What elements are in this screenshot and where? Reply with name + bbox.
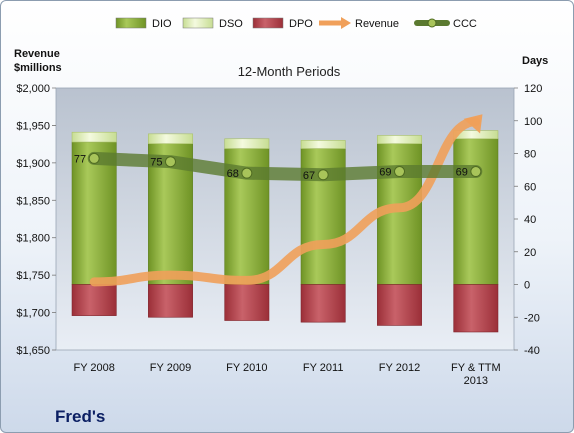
- right-axis: -40 -20 0 20 40 60 80 100 120: [514, 83, 542, 357]
- x-tick-label: 2013: [464, 375, 488, 387]
- right-tick-label: 100: [524, 116, 542, 128]
- dpo-bar: [224, 284, 270, 321]
- x-tick-label: FY 2010: [226, 362, 267, 374]
- dso-bar: [148, 133, 193, 144]
- x-tick-label: FY 2008: [73, 362, 114, 374]
- dpo-bar: [377, 284, 422, 326]
- revenue-series: [89, 114, 483, 287]
- left-tick-label: $1,800: [16, 233, 50, 245]
- right-tick-label: 40: [524, 214, 536, 226]
- left-tick-label: $2,000: [16, 83, 50, 95]
- left-tick-label: $1,700: [16, 308, 50, 320]
- right-tick-label: -40: [524, 345, 540, 357]
- ccc-marker: [394, 166, 405, 178]
- dpo-bar: [453, 284, 499, 333]
- right-tick-label: 0: [524, 280, 530, 292]
- plot-area: [55, 87, 515, 351]
- ccc-data-label: 68: [227, 168, 239, 180]
- left-tick-label: $1,750: [16, 270, 50, 282]
- revenue-arrowhead: [463, 114, 483, 134]
- dpo-bar: [300, 284, 346, 323]
- ccc-marker: [165, 156, 176, 168]
- right-tick-label: 120: [524, 83, 542, 95]
- x-tick-label: FY 2012: [379, 362, 420, 374]
- company-name: Fred's: [55, 407, 106, 426]
- x-tick-label: FY & TTM: [451, 362, 501, 374]
- x-tick-label: FY 2011: [303, 362, 344, 374]
- dso-bar: [71, 131, 117, 143]
- x-axis: FY 2008 FY 2009 FY 2010 FY 2011 FY 2012 FY & …: [73, 362, 500, 387]
- ccc-series: 77 75 68 67 69 69: [74, 151, 483, 182]
- revenue-line: [89, 117, 481, 287]
- right-tick-label: 20: [524, 247, 536, 259]
- chart-title: 12-Month Periods: [238, 64, 341, 79]
- dso-bar: [224, 138, 270, 149]
- legend: DIO DSO DPO Revenue CCC: [115, 17, 477, 30]
- ccc-data-label: 75: [150, 157, 162, 169]
- left-axis: $1,650 $1,700 $1,750 $1,800 $1,850 $1,900 $1,9…: [16, 83, 56, 357]
- dpo-bar: [148, 284, 193, 318]
- right-tick-label: -20: [524, 312, 540, 324]
- left-axis-title-line2: $millions: [14, 62, 62, 74]
- ccc-marker: [241, 167, 253, 179]
- ccc-data-label: 77: [74, 153, 86, 165]
- left-tick-label: $1,650: [16, 345, 50, 357]
- left-axis-title-line1: Revenue: [14, 48, 60, 60]
- ccc-marker: [470, 166, 482, 178]
- left-tick-label: $1,950: [16, 120, 50, 132]
- left-tick-label: $1,900: [16, 158, 50, 170]
- ccc-data-label: 69: [379, 167, 391, 179]
- ccc-line: [87, 151, 483, 182]
- dpo-bar: [71, 284, 117, 316]
- dso-bar: [300, 140, 346, 149]
- legend-label: DIO: [152, 18, 172, 30]
- dso-bar: [377, 135, 422, 144]
- ccc-marker: [317, 169, 329, 181]
- legend-revenue-arrow: [341, 17, 351, 29]
- dio-bar: [453, 138, 499, 285]
- legend-ccc-marker: [427, 18, 437, 28]
- legend-label: Revenue: [355, 18, 399, 30]
- ccc-marker: [88, 152, 100, 164]
- legend-dso-swatch: [182, 17, 214, 29]
- x-tick-label: FY 2009: [150, 362, 191, 374]
- legend-label: DPO: [289, 18, 313, 30]
- right-tick-label: 80: [524, 149, 536, 161]
- ccc-data-label: 67: [303, 170, 315, 182]
- legend-dio-swatch: [115, 17, 147, 29]
- left-tick-label: $1,850: [16, 195, 50, 207]
- right-tick-label: 60: [524, 181, 536, 193]
- legend-label: CCC: [453, 18, 477, 30]
- legend-dpo-swatch: [252, 17, 284, 29]
- right-axis-title: Days: [522, 55, 548, 67]
- legend-label: DSO: [219, 18, 243, 30]
- ccc-data-label: 69: [456, 167, 468, 179]
